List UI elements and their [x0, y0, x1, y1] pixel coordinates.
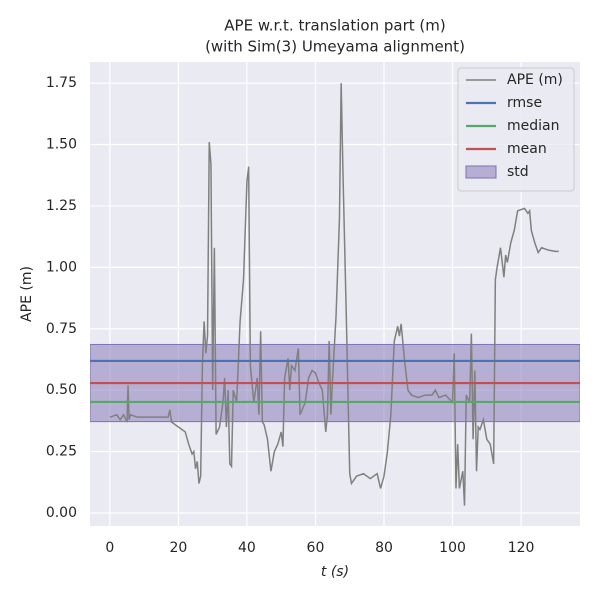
legend-label: median — [507, 118, 559, 134]
y-tick-label: 0.50 — [46, 382, 77, 398]
x-tick-label: 120 — [508, 540, 535, 556]
y-tick-label: 1.75 — [46, 75, 77, 91]
y-tick-label: 1.50 — [46, 137, 77, 153]
y-tick-label: 0.00 — [46, 505, 77, 521]
x-tick-label: 80 — [375, 540, 393, 556]
legend-label: rmse — [507, 95, 542, 111]
x-tick-label: 60 — [307, 540, 325, 556]
ape-line — [109, 83, 559, 506]
y-tick-label: 1.25 — [46, 198, 77, 214]
legend-swatch — [465, 165, 497, 179]
plot-layer — [90, 83, 580, 506]
y-tick-label: 0.25 — [46, 444, 77, 460]
x-tick-label: 0 — [105, 540, 114, 556]
legend-box — [457, 67, 575, 192]
y-tick-label: 0.75 — [46, 321, 77, 337]
chart-title: APE w.r.t. translation part (m) — [224, 17, 445, 35]
legend-label: APE (m) — [507, 72, 563, 88]
y-tick-label: 1.00 — [46, 259, 77, 275]
x-axis-label: t (s) — [321, 564, 349, 580]
x-tick-label: 40 — [238, 540, 256, 556]
legend-label: std — [507, 164, 529, 180]
y-axis-label: APE (m) — [19, 266, 35, 322]
x-tick-label: 20 — [169, 540, 187, 556]
chart-subtitle: (with Sim(3) Umeyama alignment) — [205, 38, 465, 56]
x-tick-label: 100 — [439, 540, 466, 556]
legend-label: mean — [507, 141, 547, 157]
